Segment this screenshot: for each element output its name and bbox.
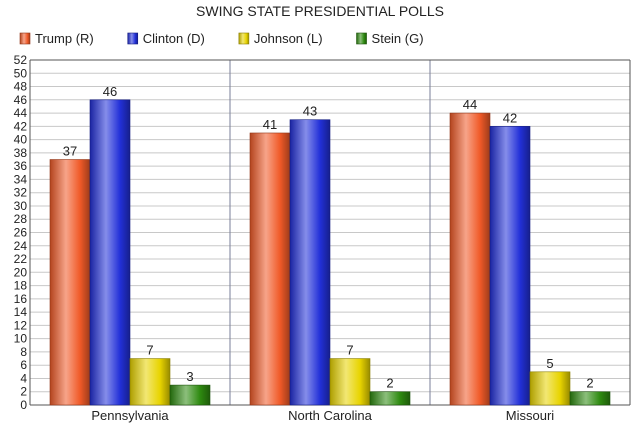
data-label: 37 [63, 144, 77, 159]
y-tick-label: 8 [20, 345, 27, 359]
bar-trump-r-missouri [449, 112, 491, 406]
data-label: 7 [146, 343, 153, 358]
bar-stein-g-pennsylvania [169, 384, 211, 406]
y-tick-label: 30 [14, 199, 28, 213]
y-tick-label: 22 [14, 252, 28, 266]
legend-item-johnson-l: Johnson (L) [238, 31, 323, 46]
data-label: 46 [103, 84, 117, 99]
y-tick-label: 18 [14, 279, 28, 293]
y-tick-label: 46 [14, 93, 28, 107]
y-tick-label: 44 [14, 106, 28, 120]
data-label: 5 [546, 356, 553, 371]
legend-label: Trump (R) [35, 31, 94, 46]
y-tick-label: 50 [14, 66, 28, 80]
bar-trump-r-pennsylvania [49, 159, 91, 406]
y-tick-label: 36 [14, 159, 28, 173]
y-tick-label: 14 [14, 305, 28, 319]
data-label: 2 [386, 376, 393, 391]
y-tick-label: 26 [14, 226, 28, 240]
bar-stein-g-missouri [569, 391, 611, 406]
y-tick-label: 40 [14, 133, 28, 147]
legend-swatch [356, 32, 367, 45]
y-tick-label: 38 [14, 146, 28, 160]
legend-label: Clinton (D) [143, 31, 205, 46]
data-label: 42 [503, 110, 517, 125]
legend-swatch [127, 32, 139, 45]
plot-area: 0246810121416182022242628303234363840424… [14, 53, 631, 423]
x-tick-label: Missouri [506, 408, 555, 423]
bar-johnson-l-pennsylvania [129, 358, 171, 406]
bar-trump-r-north-carolina [249, 132, 291, 406]
legend-item-trump-r: Trump (R) [19, 31, 94, 46]
data-label: 7 [346, 343, 353, 358]
bar-johnson-l-north-carolina [329, 358, 371, 406]
legend-swatch [19, 32, 31, 45]
legend-item-clinton-d: Clinton (D) [127, 31, 205, 46]
y-tick-label: 52 [14, 53, 28, 67]
y-tick-label: 12 [14, 318, 28, 332]
data-label: 44 [463, 97, 477, 112]
x-tick-label: North Carolina [288, 408, 373, 423]
y-tick-label: 42 [14, 119, 28, 133]
y-tick-label: 20 [14, 265, 28, 279]
data-label: 3 [186, 369, 193, 384]
legend-label: Johnson (L) [254, 31, 323, 46]
y-tick-label: 4 [20, 371, 27, 385]
legend-swatch [238, 32, 250, 45]
data-label: 2 [586, 376, 593, 391]
data-label: 41 [263, 117, 277, 132]
chart-title: SWING STATE PRESIDENTIAL POLLS [196, 3, 444, 19]
data-label: 43 [303, 104, 317, 119]
y-tick-label: 32 [14, 186, 28, 200]
y-tick-label: 2 [20, 385, 27, 399]
legend: Trump (R) Clinton (D) Johnson (L) Stein (G) [19, 31, 424, 46]
y-tick-label: 34 [14, 172, 28, 186]
y-tick-label: 10 [14, 332, 28, 346]
y-tick-label: 48 [14, 80, 28, 94]
x-tick-label: Pennsylvania [91, 408, 169, 423]
y-tick-label: 0 [20, 398, 27, 412]
legend-item-stein-g: Stein (G) [356, 31, 424, 46]
bar-clinton-d-pennsylvania [89, 99, 131, 406]
y-tick-label: 16 [14, 292, 28, 306]
y-tick-label: 6 [20, 358, 27, 372]
legend-label: Stein (G) [372, 31, 424, 46]
bar-johnson-l-missouri [529, 371, 571, 406]
y-tick-label: 24 [14, 239, 28, 253]
bar-clinton-d-missouri [489, 126, 531, 406]
bar-clinton-d-north-carolina [289, 119, 331, 406]
bar-stein-g-north-carolina [369, 391, 411, 406]
y-tick-label: 28 [14, 212, 28, 226]
